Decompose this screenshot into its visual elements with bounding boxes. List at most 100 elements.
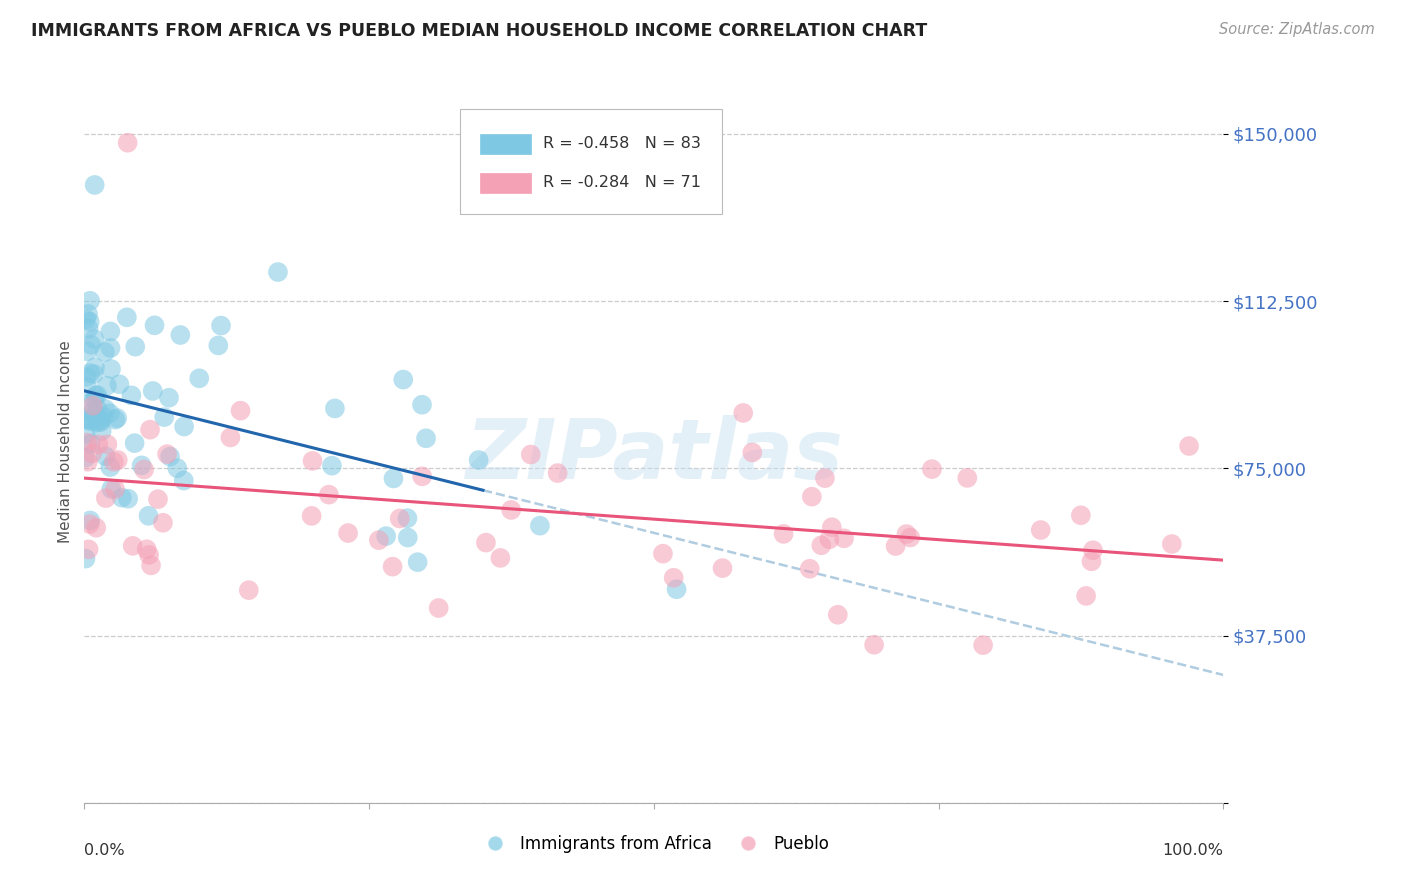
Point (207, 338, 229, 352)
Point (82, 412, 104, 426)
Point (396, 511, 419, 525)
Point (415, 431, 437, 445)
Point (956, 471, 979, 485)
Point (84, 388, 107, 402)
Point (146, 492, 169, 507)
Point (76, 344, 98, 359)
Point (83, 178, 105, 192)
Point (381, 559, 404, 574)
Point (157, 391, 180, 405)
Point (82, 399, 104, 413)
Point (884, 539, 907, 553)
Point (75, 551, 97, 566)
Point (105, 411, 128, 425)
Point (238, 583, 260, 598)
Point (152, 516, 174, 530)
Point (94, 449, 117, 463)
Point (898, 531, 921, 545)
Point (75, 412, 97, 426)
Point (79, 366, 101, 380)
Point (529, 518, 551, 533)
Point (104, 482, 127, 496)
Point (90, 424, 112, 438)
Point (375, 529, 398, 543)
Point (547, 466, 569, 480)
Point (388, 511, 411, 525)
Point (142, 384, 165, 398)
Point (117, 491, 139, 506)
Point (87, 437, 110, 451)
Point (96, 378, 118, 392)
Point (77, 398, 100, 412)
Point (1160, 537, 1182, 551)
Point (131, 458, 153, 473)
Point (82, 446, 104, 460)
Point (832, 531, 855, 545)
Point (83, 392, 105, 406)
Point (96, 437, 118, 451)
Text: ZIPatlas: ZIPatlas (465, 416, 842, 497)
Point (814, 471, 837, 485)
Point (267, 265, 290, 279)
Point (94, 402, 117, 417)
Point (80, 436, 103, 450)
Point (392, 373, 415, 387)
Text: R = -0.458   N = 83: R = -0.458 N = 83 (543, 136, 702, 152)
Point (100, 482, 122, 496)
Point (800, 490, 823, 504)
Point (94, 491, 117, 505)
Bar (479, 173, 531, 193)
Point (79, 414, 101, 428)
Point (475, 535, 498, 549)
Point (139, 558, 162, 573)
Point (467, 453, 489, 467)
Point (229, 403, 252, 417)
Point (153, 410, 176, 425)
Point (301, 508, 323, 523)
Point (93, 409, 115, 424)
Point (301, 454, 323, 468)
Point (1081, 543, 1104, 558)
Point (75, 450, 97, 465)
Point (396, 531, 419, 545)
Point (799, 562, 821, 576)
Text: R = -0.284   N = 71: R = -0.284 N = 71 (543, 176, 702, 190)
Point (124, 436, 146, 450)
Point (318, 488, 340, 502)
Point (382, 471, 405, 485)
Point (711, 561, 734, 575)
Point (132, 462, 155, 476)
Point (337, 526, 360, 541)
Point (77, 412, 100, 426)
Point (83, 367, 105, 381)
Point (1080, 554, 1102, 568)
Text: IMMIGRANTS FROM AFRICA VS PUEBLO MEDIAN HOUSEHOLD INCOME CORRELATION CHART: IMMIGRANTS FROM AFRICA VS PUEBLO MEDIAN … (31, 22, 927, 40)
Point (108, 377, 131, 392)
Point (76, 380, 98, 394)
Point (107, 453, 129, 467)
Point (166, 461, 188, 475)
Text: 100.0%: 100.0% (1163, 843, 1223, 857)
Point (143, 318, 166, 333)
Point (83, 332, 105, 346)
Point (76, 455, 98, 469)
Point (662, 571, 685, 585)
Point (406, 555, 429, 569)
Point (94, 345, 117, 359)
Point (76, 435, 98, 450)
Point (821, 520, 844, 534)
Point (111, 491, 134, 505)
Point (972, 638, 994, 652)
Point (818, 533, 841, 547)
Point (98, 325, 121, 339)
Point (652, 547, 675, 561)
Point (98, 460, 121, 475)
Point (219, 430, 242, 444)
Point (411, 469, 433, 483)
Point (104, 412, 127, 426)
Point (810, 538, 832, 552)
Point (84, 360, 107, 375)
Point (733, 406, 755, 420)
Point (75, 370, 97, 384)
Point (124, 340, 146, 354)
